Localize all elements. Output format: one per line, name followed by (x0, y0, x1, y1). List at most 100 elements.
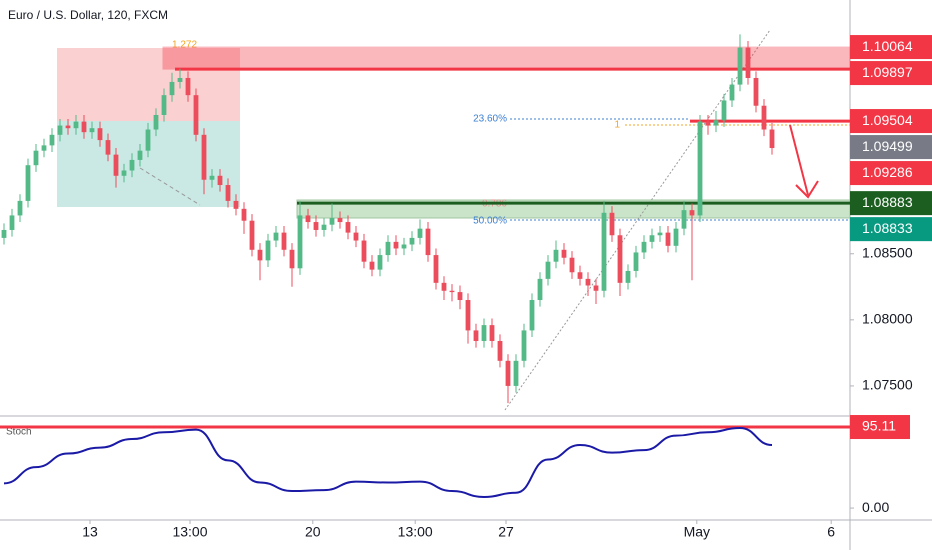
x-tick-label: 13 (82, 524, 98, 540)
price-label: 1.08883 (862, 194, 913, 210)
candle-body (417, 228, 423, 238)
candle-body (33, 150, 39, 166)
price-label: 1.09286 (862, 164, 913, 180)
candle-body (673, 228, 679, 246)
stoch-level-label: 95.11 (862, 418, 896, 434)
candle-body (433, 255, 439, 283)
candle-body (313, 222, 319, 230)
candle-body (153, 114, 159, 130)
candle-body (161, 95, 167, 115)
fib-label: 1.272 (172, 40, 197, 51)
candle-body (377, 255, 383, 270)
candle-body (713, 120, 719, 126)
price-label: 1.09897 (862, 64, 913, 80)
candle-body (17, 200, 23, 216)
arrow-head (795, 180, 819, 199)
candle-body (169, 81, 175, 96)
price-label: 1.09504 (862, 112, 913, 128)
candle-body (393, 241, 399, 249)
candle-body (297, 215, 303, 269)
candle-body (441, 282, 447, 291)
candle-body (265, 240, 271, 261)
candle-body (345, 222, 351, 233)
arrow (789, 124, 809, 196)
candle-body (321, 224, 327, 230)
candle-body (81, 121, 87, 133)
candle-body (529, 300, 535, 331)
candle-body (729, 84, 735, 101)
candle-body (497, 340, 503, 361)
fib-label: 23.60% (473, 114, 507, 125)
candle-body (329, 218, 335, 225)
fib-trendline (504, 29, 771, 411)
candle-body (49, 134, 55, 146)
candle-body (241, 208, 247, 221)
candle-body (97, 128, 103, 141)
candle-body (577, 272, 583, 279)
price-label: 1.08833 (862, 220, 913, 236)
candle-body (745, 47, 751, 78)
candle-body (113, 154, 119, 176)
candle-body (753, 77, 759, 106)
candle-body (553, 249, 559, 262)
candle-body (697, 121, 703, 216)
candle-body (105, 140, 111, 155)
candle-body (9, 215, 15, 230)
candle-body (665, 232, 671, 246)
fib-label: 50.00% (473, 216, 507, 227)
candle-body (249, 220, 255, 250)
candle-body (121, 170, 127, 176)
candle-body (681, 210, 687, 229)
candle-body (361, 240, 367, 262)
x-tick-label: 27 (498, 524, 514, 540)
candle-body (505, 360, 511, 386)
x-tick-label: May (684, 524, 710, 540)
candle-body (233, 200, 239, 209)
candle-body (657, 232, 663, 236)
fib-label: 1 (614, 120, 620, 131)
candle-body (57, 125, 63, 135)
candle-body (601, 212, 607, 291)
candle-body (521, 330, 527, 361)
candle-body (401, 244, 407, 249)
candle-body (689, 210, 695, 216)
candle-body (481, 325, 487, 341)
candle-body (1, 229, 7, 238)
candle-body (489, 325, 495, 341)
price-label: 1.10064 (862, 38, 913, 54)
candle-body (537, 278, 543, 301)
price-label-box (850, 161, 932, 186)
stop-zone (57, 48, 240, 121)
candle-body (201, 134, 207, 180)
x-tick-label: 20 (305, 524, 321, 540)
candle-body (705, 121, 711, 126)
candle-body (569, 257, 575, 273)
candle-body (273, 232, 279, 241)
candle-body (649, 235, 655, 242)
candle-body (609, 212, 615, 236)
candle-body (305, 215, 311, 223)
candle-body (369, 261, 375, 270)
x-tick-label: 6 (827, 524, 835, 540)
candle-body (353, 232, 359, 241)
candle-body (217, 175, 223, 186)
candle-body (457, 292, 463, 301)
candle-body (425, 228, 431, 256)
candle-body (145, 129, 151, 151)
candle-body (177, 77, 183, 82)
candle-body (257, 249, 263, 261)
candle-body (625, 270, 631, 283)
price-label: 1.09499 (862, 138, 913, 154)
candle-body (25, 165, 31, 201)
stoch-level-box (850, 415, 910, 440)
candle-body (185, 77, 191, 96)
stoch-line (3, 426, 773, 498)
candle-body (137, 150, 143, 160)
candle-body (585, 278, 591, 286)
candle-body (769, 129, 775, 149)
candle-body (193, 95, 199, 135)
x-tick-label: 13:00 (172, 524, 207, 540)
candle-body (721, 100, 727, 121)
